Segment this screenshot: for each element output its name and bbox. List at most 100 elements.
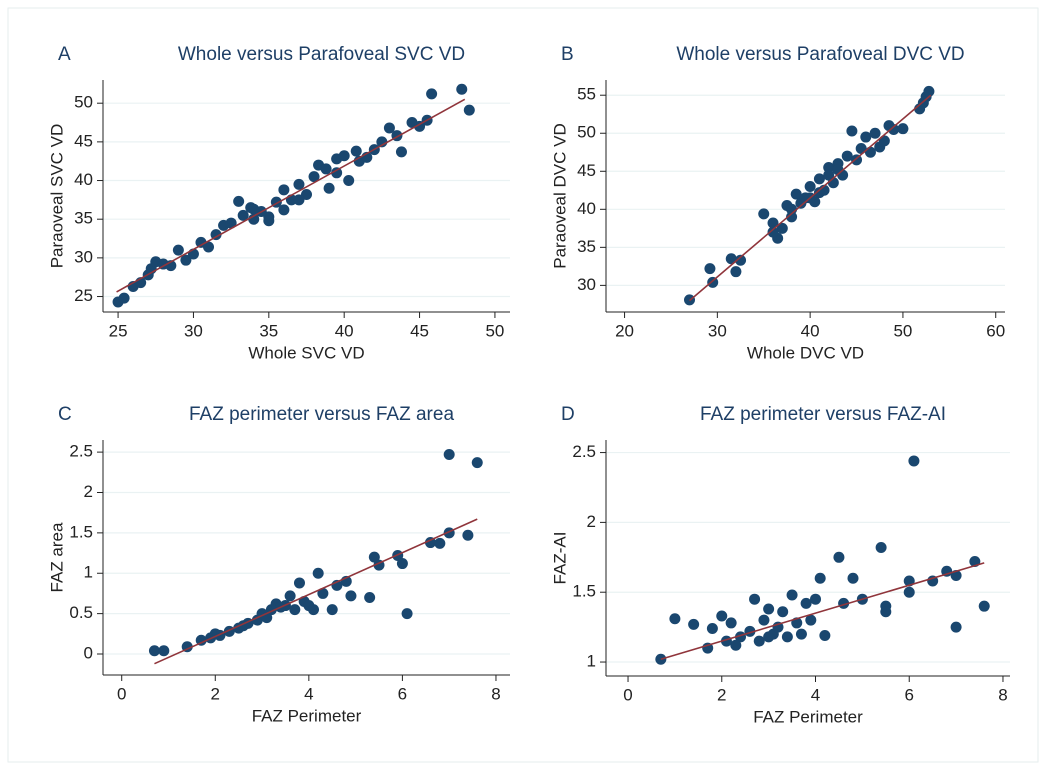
point — [869, 127, 881, 139]
y-axis-label: FAZ area — [47, 522, 66, 592]
point — [908, 455, 920, 467]
fit-line — [116, 98, 466, 293]
point — [434, 537, 446, 549]
point — [813, 173, 825, 185]
point — [462, 529, 474, 541]
point — [195, 634, 207, 646]
point — [875, 542, 887, 554]
point — [864, 146, 876, 158]
point — [860, 131, 872, 143]
point — [338, 150, 350, 162]
point — [758, 614, 770, 626]
x-tick-label: 6 — [904, 685, 913, 704]
panel-label: C — [58, 404, 72, 425]
point — [880, 606, 892, 618]
point — [888, 123, 900, 135]
point — [308, 604, 320, 616]
panel-label: A — [58, 44, 71, 65]
point — [704, 263, 716, 275]
point — [735, 254, 747, 266]
x-tick-label: 40 — [335, 321, 354, 340]
point — [851, 154, 863, 166]
point — [878, 135, 890, 147]
point — [749, 593, 761, 605]
x-tick-label: 0 — [117, 684, 126, 703]
point — [809, 593, 821, 605]
y-tick-label: 1.5 — [69, 522, 93, 541]
y-tick-label: 50 — [577, 123, 596, 142]
point — [209, 628, 221, 640]
x-tick-label: 2 — [211, 684, 220, 703]
point — [172, 244, 184, 256]
point — [278, 184, 290, 196]
fit-line — [154, 518, 478, 665]
point — [758, 208, 770, 220]
point — [320, 163, 332, 175]
point — [688, 618, 700, 630]
point — [767, 217, 779, 229]
point — [426, 88, 438, 100]
point — [781, 631, 793, 643]
point — [233, 195, 245, 207]
point — [350, 145, 362, 157]
x-tick-label: 8 — [998, 685, 1007, 704]
point — [317, 587, 329, 599]
point — [950, 621, 962, 633]
point — [841, 150, 853, 162]
point — [730, 639, 742, 651]
x-tick-label: 50 — [893, 321, 912, 340]
point — [846, 125, 858, 137]
panel-label: B — [561, 44, 574, 65]
x-tick-label: 2 — [717, 685, 726, 704]
point — [368, 551, 380, 563]
point — [456, 83, 468, 95]
point — [795, 628, 807, 640]
x-tick-label: 35 — [259, 321, 278, 340]
point — [148, 645, 160, 657]
y-tick-label: 55 — [577, 85, 596, 104]
point — [833, 551, 845, 563]
point — [343, 175, 355, 187]
chart-title: FAZ perimeter versus FAZ area — [189, 404, 454, 425]
y-tick-label: 2 — [587, 512, 596, 531]
x-tick-label: 6 — [398, 684, 407, 703]
y-tick-label: 2 — [84, 482, 93, 501]
y-tick-label: 40 — [74, 170, 93, 189]
point — [289, 604, 301, 616]
point — [364, 591, 376, 603]
x-tick-label: 0 — [623, 685, 632, 704]
point — [284, 590, 296, 602]
point — [767, 226, 779, 238]
chart-title: Whole versus Parafoveal DVC VD — [676, 44, 964, 65]
x-tick-label: 4 — [811, 685, 820, 704]
point — [776, 222, 788, 234]
y-tick-label: 30 — [74, 247, 93, 266]
point — [725, 617, 737, 629]
point — [263, 215, 275, 227]
point — [118, 292, 130, 304]
point — [443, 449, 455, 461]
point — [786, 589, 798, 601]
point — [804, 180, 816, 192]
point — [777, 606, 789, 618]
x-axis-label: FAZ Perimeter — [252, 706, 362, 725]
y-tick-label: 25 — [74, 286, 93, 305]
point — [753, 635, 765, 647]
point — [396, 558, 408, 570]
point — [763, 603, 775, 615]
point — [424, 537, 436, 549]
y-tick-label: 45 — [74, 131, 93, 150]
point — [790, 188, 802, 200]
y-axis-label: Paraoveal DVC VD — [550, 123, 569, 269]
y-tick-label: 0.5 — [69, 603, 93, 622]
point — [293, 194, 305, 206]
point — [308, 171, 320, 183]
x-tick-label: 25 — [109, 321, 128, 340]
y-axis-label: Paraoveal SVC VD — [47, 124, 66, 269]
y-tick-label: 2.5 — [69, 442, 93, 461]
point — [401, 608, 413, 620]
x-tick-label: 20 — [615, 321, 634, 340]
fit-line — [660, 562, 985, 661]
point — [331, 167, 343, 179]
